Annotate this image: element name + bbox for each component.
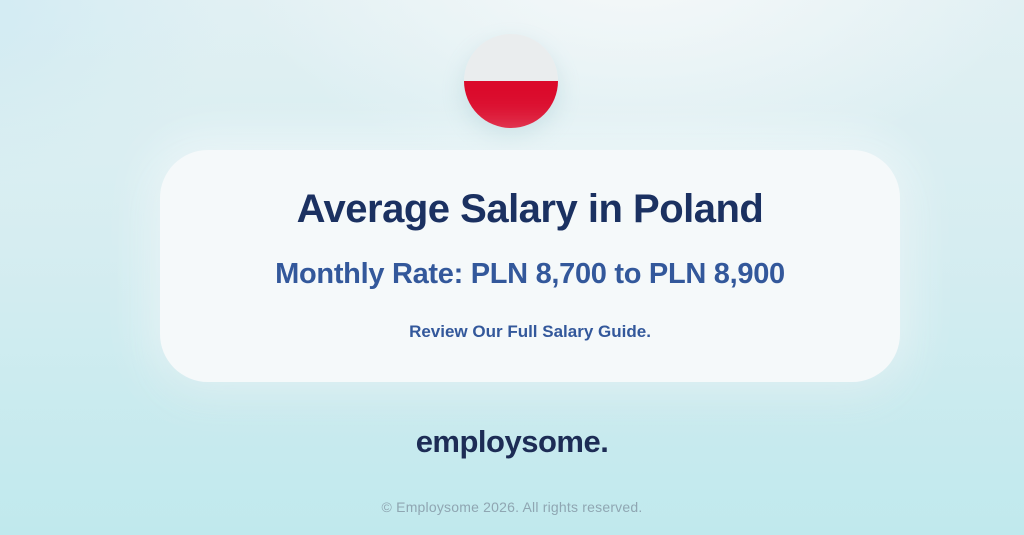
- card-subtitle: Monthly Rate: PLN 8,700 to PLN 8,900: [275, 258, 785, 290]
- salary-guide-cta: Review Our Full Salary Guide.: [409, 322, 651, 341]
- salary-card: Average Salary in Poland Monthly Rate: P…: [160, 150, 900, 382]
- poland-flag-icon: [464, 34, 558, 128]
- card-title: Average Salary in Poland: [296, 187, 764, 231]
- flag-white-stripe: [464, 34, 558, 81]
- copyright-text: © Employsome 2026. All rights reserved.: [381, 499, 643, 515]
- flag-red-stripe: [464, 81, 558, 128]
- employsome-logo: employsome.: [415, 424, 609, 459]
